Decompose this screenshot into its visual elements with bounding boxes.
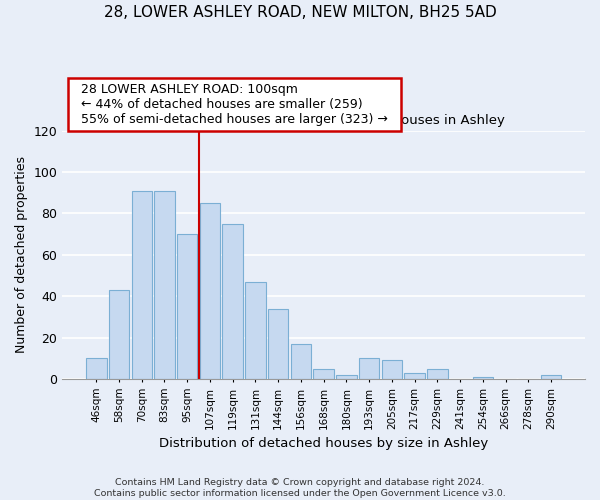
Bar bbox=[404, 372, 425, 379]
Bar bbox=[154, 190, 175, 379]
Bar bbox=[268, 308, 289, 379]
Text: 28, LOWER ASHLEY ROAD, NEW MILTON, BH25 5AD: 28, LOWER ASHLEY ROAD, NEW MILTON, BH25 … bbox=[104, 5, 496, 20]
Y-axis label: Number of detached properties: Number of detached properties bbox=[15, 156, 28, 354]
Text: 28 LOWER ASHLEY ROAD: 100sqm
  ← 44% of detached houses are smaller (259)
  55% : 28 LOWER ASHLEY ROAD: 100sqm ← 44% of de… bbox=[73, 82, 395, 126]
X-axis label: Distribution of detached houses by size in Ashley: Distribution of detached houses by size … bbox=[159, 437, 488, 450]
Bar bbox=[131, 190, 152, 379]
Bar bbox=[177, 234, 197, 379]
Bar bbox=[290, 344, 311, 379]
Bar bbox=[86, 358, 107, 379]
Bar bbox=[313, 368, 334, 379]
Bar bbox=[359, 358, 379, 379]
Bar bbox=[427, 368, 448, 379]
Bar bbox=[541, 375, 561, 379]
Text: Contains HM Land Registry data © Crown copyright and database right 2024.
Contai: Contains HM Land Registry data © Crown c… bbox=[94, 478, 506, 498]
Bar bbox=[109, 290, 129, 379]
Bar bbox=[382, 360, 402, 379]
Title: Size of property relative to detached houses in Ashley: Size of property relative to detached ho… bbox=[143, 114, 505, 127]
Bar bbox=[336, 375, 356, 379]
Bar bbox=[223, 224, 243, 379]
Bar bbox=[200, 203, 220, 379]
Bar bbox=[473, 377, 493, 379]
Bar bbox=[245, 282, 266, 379]
